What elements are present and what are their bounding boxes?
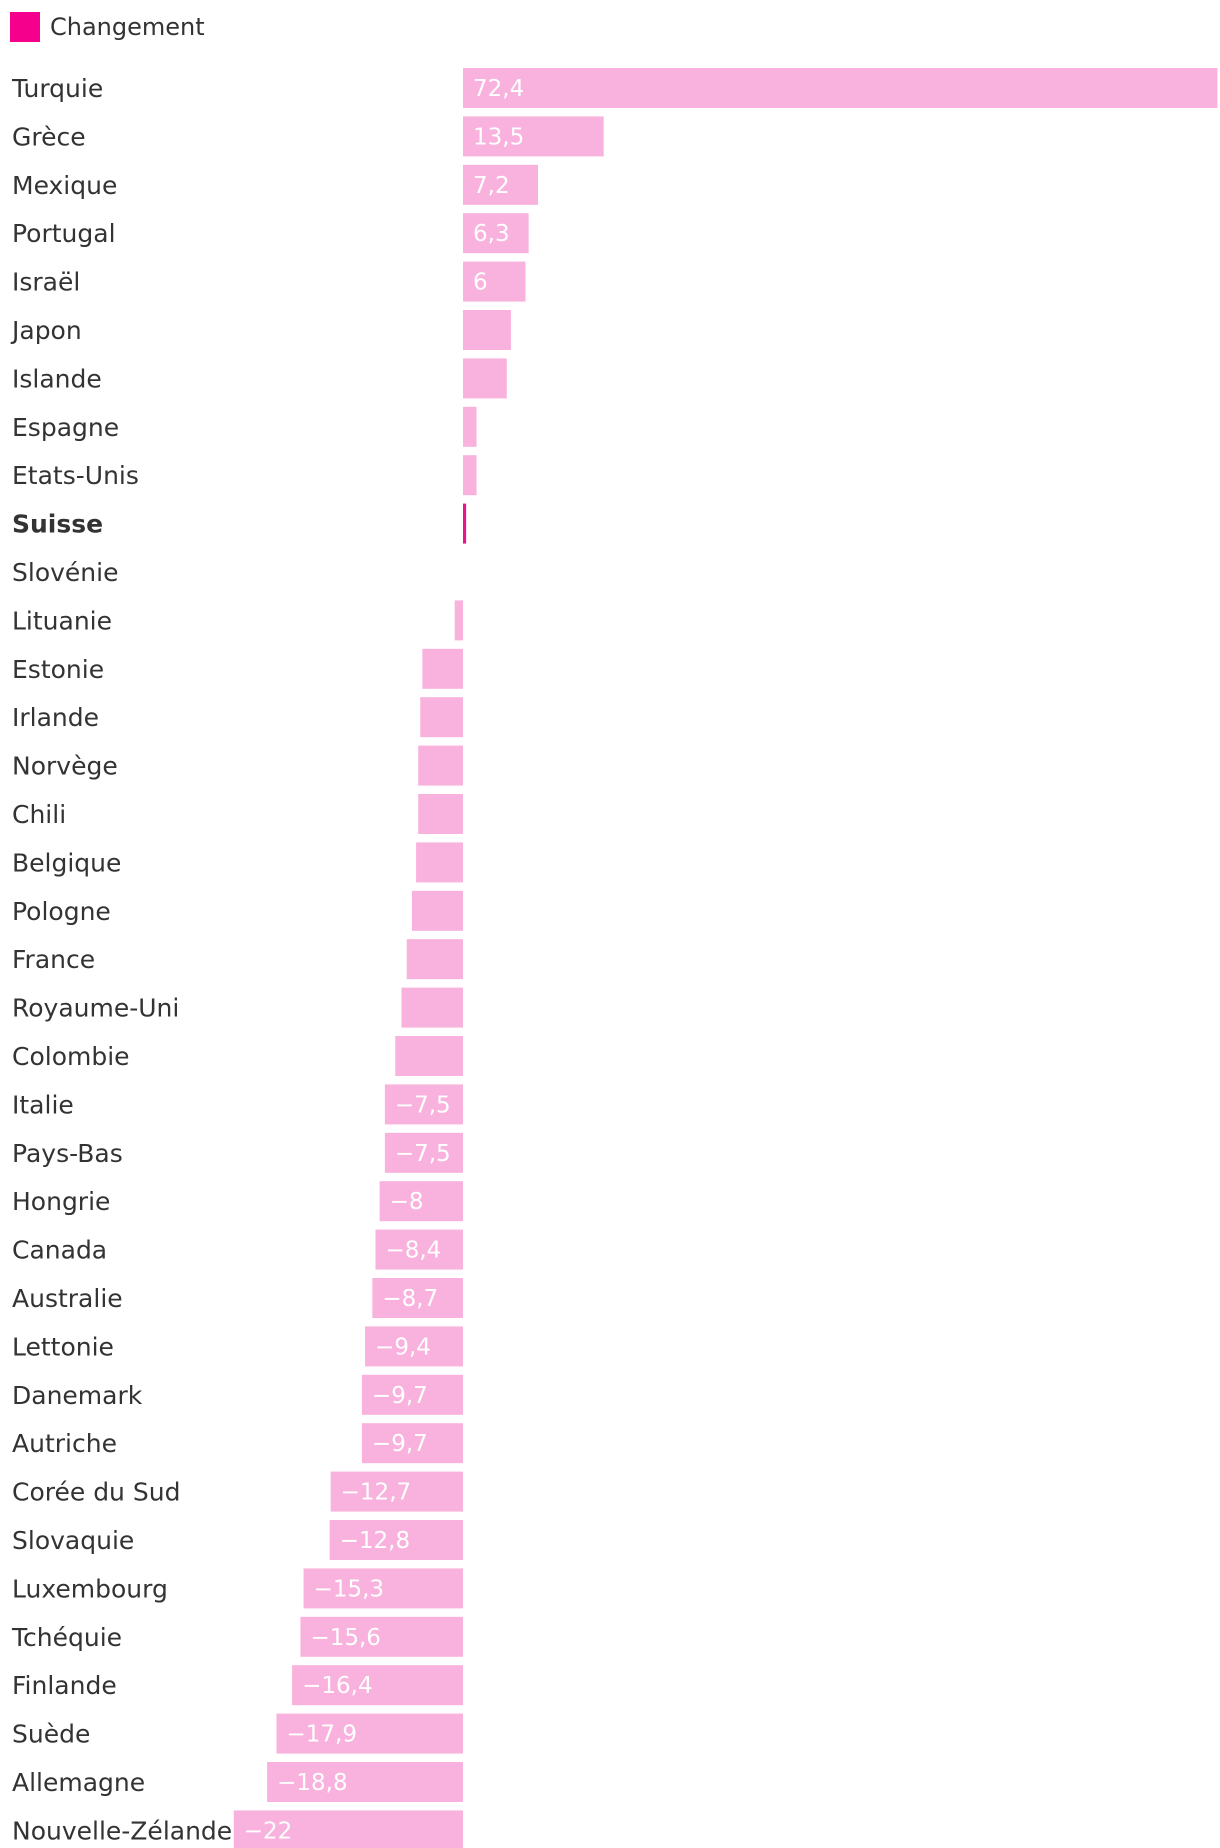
- bar: [454, 600, 463, 641]
- bar-value-label: −9,7: [372, 1431, 428, 1457]
- bar: [418, 745, 463, 786]
- category-label: Lituanie: [12, 606, 112, 635]
- bar: [401, 987, 463, 1028]
- bar: [330, 1471, 463, 1512]
- bar: [463, 164, 539, 205]
- category-label: Suisse: [12, 510, 103, 539]
- category-label: France: [12, 945, 95, 974]
- category-label: Belgique: [12, 848, 121, 877]
- bar: [463, 213, 529, 254]
- bar-value-label: 13,5: [473, 124, 524, 150]
- category-label: Slovaquie: [12, 1526, 134, 1555]
- category-label: Irlande: [12, 703, 99, 732]
- bar-value-label: −22: [244, 1818, 293, 1844]
- bar-value-label: −8,7: [382, 1286, 438, 1312]
- bar-value-label: 6: [473, 270, 488, 296]
- bar-value-label: −17,9: [286, 1722, 356, 1748]
- legend-swatch: [10, 12, 40, 42]
- bar: [463, 310, 511, 350]
- legend-label: Changement: [50, 13, 205, 41]
- bar-value-label: −8,4: [385, 1238, 441, 1264]
- bar-value-label: −7,5: [395, 1141, 451, 1167]
- category-label: Slovénie: [12, 558, 118, 587]
- bar-value-label: −8: [390, 1189, 424, 1215]
- bar: [300, 1616, 463, 1657]
- bar: [463, 68, 1218, 108]
- bar: [361, 1423, 463, 1464]
- category-label: Corée du Sud: [12, 1478, 180, 1507]
- category-label: Italie: [12, 1090, 74, 1119]
- bar: [463, 406, 477, 447]
- bar: [379, 1181, 463, 1222]
- bar: [361, 1374, 463, 1415]
- legend: Changement: [10, 10, 205, 44]
- bar-value-label: −15,3: [314, 1576, 384, 1602]
- bar-value-label: −12,7: [341, 1480, 411, 1506]
- bar-value-label: 6,3: [473, 221, 510, 247]
- bar: [416, 842, 463, 883]
- bar: [233, 1810, 463, 1848]
- bar: [375, 1229, 463, 1270]
- category-label: Luxembourg: [12, 1574, 168, 1603]
- bar: [365, 1326, 463, 1367]
- category-label: Australie: [12, 1284, 123, 1313]
- bar: [463, 261, 526, 302]
- bar: [463, 116, 604, 157]
- bar-value-label: 72,4: [473, 76, 524, 102]
- bar: [267, 1762, 463, 1802]
- category-label: Finlande: [12, 1671, 117, 1700]
- category-label: Colombie: [12, 1042, 130, 1071]
- category-label: Etats-Unis: [12, 461, 139, 490]
- category-label: Allemagne: [12, 1768, 145, 1797]
- bar-value-label: 7,2: [473, 173, 510, 199]
- bar-value-label: −9,4: [375, 1334, 431, 1360]
- category-label: Estonie: [12, 655, 104, 684]
- category-label: Tchéquie: [11, 1623, 122, 1652]
- bar: [384, 1084, 463, 1125]
- bar-value-label: −9,7: [372, 1383, 428, 1409]
- bar: [463, 503, 467, 544]
- bar: [303, 1568, 463, 1609]
- bar: [422, 648, 463, 689]
- bar-value-label: −15,6: [310, 1625, 380, 1651]
- bar-value-label: −7,5: [395, 1092, 451, 1118]
- category-label: Norvège: [12, 752, 118, 781]
- category-label: Espagne: [12, 413, 119, 442]
- bar: [463, 358, 507, 399]
- bar-value-label: −16,4: [302, 1673, 372, 1699]
- bar: [395, 1036, 463, 1076]
- category-label: Chili: [12, 800, 66, 829]
- category-label: Israël: [12, 268, 80, 297]
- category-label: Canada: [12, 1236, 107, 1265]
- bar-value-label: −18,8: [277, 1770, 347, 1796]
- category-label: Autriche: [12, 1429, 117, 1458]
- bar: [372, 1278, 463, 1318]
- category-label: Hongrie: [12, 1187, 110, 1216]
- bar: [418, 794, 463, 834]
- bar: [463, 455, 477, 496]
- bar-value-label: −12,8: [340, 1528, 410, 1554]
- category-label: Islande: [12, 364, 102, 393]
- category-label: Nouvelle-Zélande: [12, 1816, 232, 1845]
- category-label: Pays-Bas: [12, 1139, 123, 1168]
- category-label: Portugal: [12, 219, 116, 248]
- bar: [329, 1520, 463, 1560]
- category-label: Pologne: [12, 897, 111, 926]
- bar: [292, 1665, 463, 1706]
- bar: [384, 1132, 463, 1173]
- bar: [411, 890, 463, 931]
- bar: [420, 697, 463, 738]
- category-label: Lettonie: [12, 1332, 114, 1361]
- category-label: Danemark: [12, 1381, 143, 1410]
- category-label: Japon: [10, 316, 82, 345]
- category-label: Royaume-Uni: [12, 994, 179, 1023]
- category-label: Grèce: [12, 122, 86, 151]
- category-label: Suède: [12, 1720, 90, 1749]
- bar: [276, 1713, 463, 1754]
- category-label: Mexique: [12, 171, 117, 200]
- bar: [406, 939, 463, 980]
- category-label: Turquie: [11, 74, 103, 103]
